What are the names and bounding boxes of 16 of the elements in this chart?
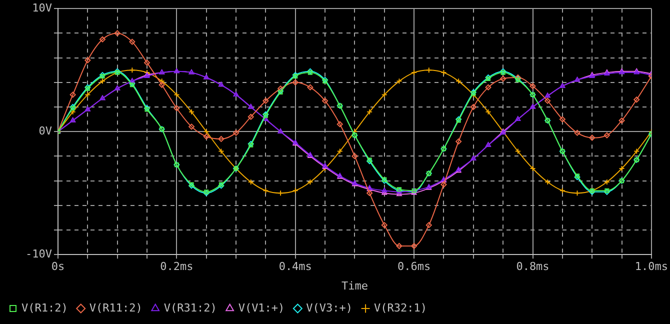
x-tick-label: 0.6ms [398,260,431,274]
y-tick-label: -10V [26,247,52,260]
x-tick-label: 0s [51,260,65,274]
legend-label: V(R1:2) [22,301,68,314]
legend-label: V(V3:+) [306,301,353,314]
x-tick-label: 0.8ms [516,260,550,274]
legend-label: V(R31:2) [164,301,217,314]
y-tick-label: 0V [38,124,52,138]
x-tick-label: 1.0ms [634,260,668,274]
x-axis-title: Time [341,279,368,292]
legend-label: V(V1:+) [238,301,285,314]
y-tick-label: 10V [32,1,52,14]
legend-label: V(R32:1) [374,301,428,314]
x-tick-label: 0.4ms [278,260,312,274]
legend-label: V(R11:2) [89,301,142,314]
x-tick-label: 0.2ms [160,260,194,274]
